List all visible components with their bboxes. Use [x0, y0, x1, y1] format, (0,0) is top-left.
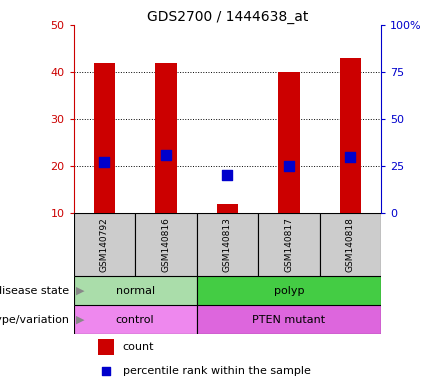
Text: disease state: disease state [0, 286, 69, 296]
Text: percentile rank within the sample: percentile rank within the sample [123, 366, 310, 376]
Bar [197, 276, 381, 305]
Text: GSM140817: GSM140817 [284, 217, 293, 272]
Bar [339, 58, 361, 213]
Text: GSM140818: GSM140818 [346, 217, 355, 272]
Bar [197, 305, 381, 334]
Bar [216, 204, 238, 213]
Text: GSM140813: GSM140813 [223, 217, 232, 272]
Bar [197, 213, 258, 276]
Text: GSM140816: GSM140816 [162, 217, 170, 272]
Point [101, 159, 108, 166]
Bar [258, 213, 320, 276]
Text: polyp: polyp [274, 286, 304, 296]
Text: normal: normal [116, 286, 155, 296]
Text: GSM140792: GSM140792 [100, 217, 109, 272]
Bar [278, 72, 300, 213]
Text: ▶: ▶ [76, 286, 84, 296]
Text: genotype/variation: genotype/variation [0, 314, 69, 325]
Text: PTEN mutant: PTEN mutant [252, 314, 325, 325]
Point [103, 368, 110, 374]
Point [162, 152, 169, 158]
Text: ▶: ▶ [76, 314, 84, 325]
Point [347, 154, 354, 160]
Bar [320, 213, 381, 276]
Title: GDS2700 / 1444638_at: GDS2700 / 1444638_at [147, 10, 308, 24]
Bar [74, 276, 197, 305]
Bar [74, 213, 135, 276]
Point [224, 172, 231, 179]
Bar [155, 63, 177, 213]
Bar [74, 305, 197, 334]
Bar [94, 63, 115, 213]
Point [285, 163, 292, 169]
Text: control: control [116, 314, 155, 325]
Bar [98, 339, 113, 355]
Bar [135, 213, 197, 276]
Text: count: count [123, 341, 154, 351]
